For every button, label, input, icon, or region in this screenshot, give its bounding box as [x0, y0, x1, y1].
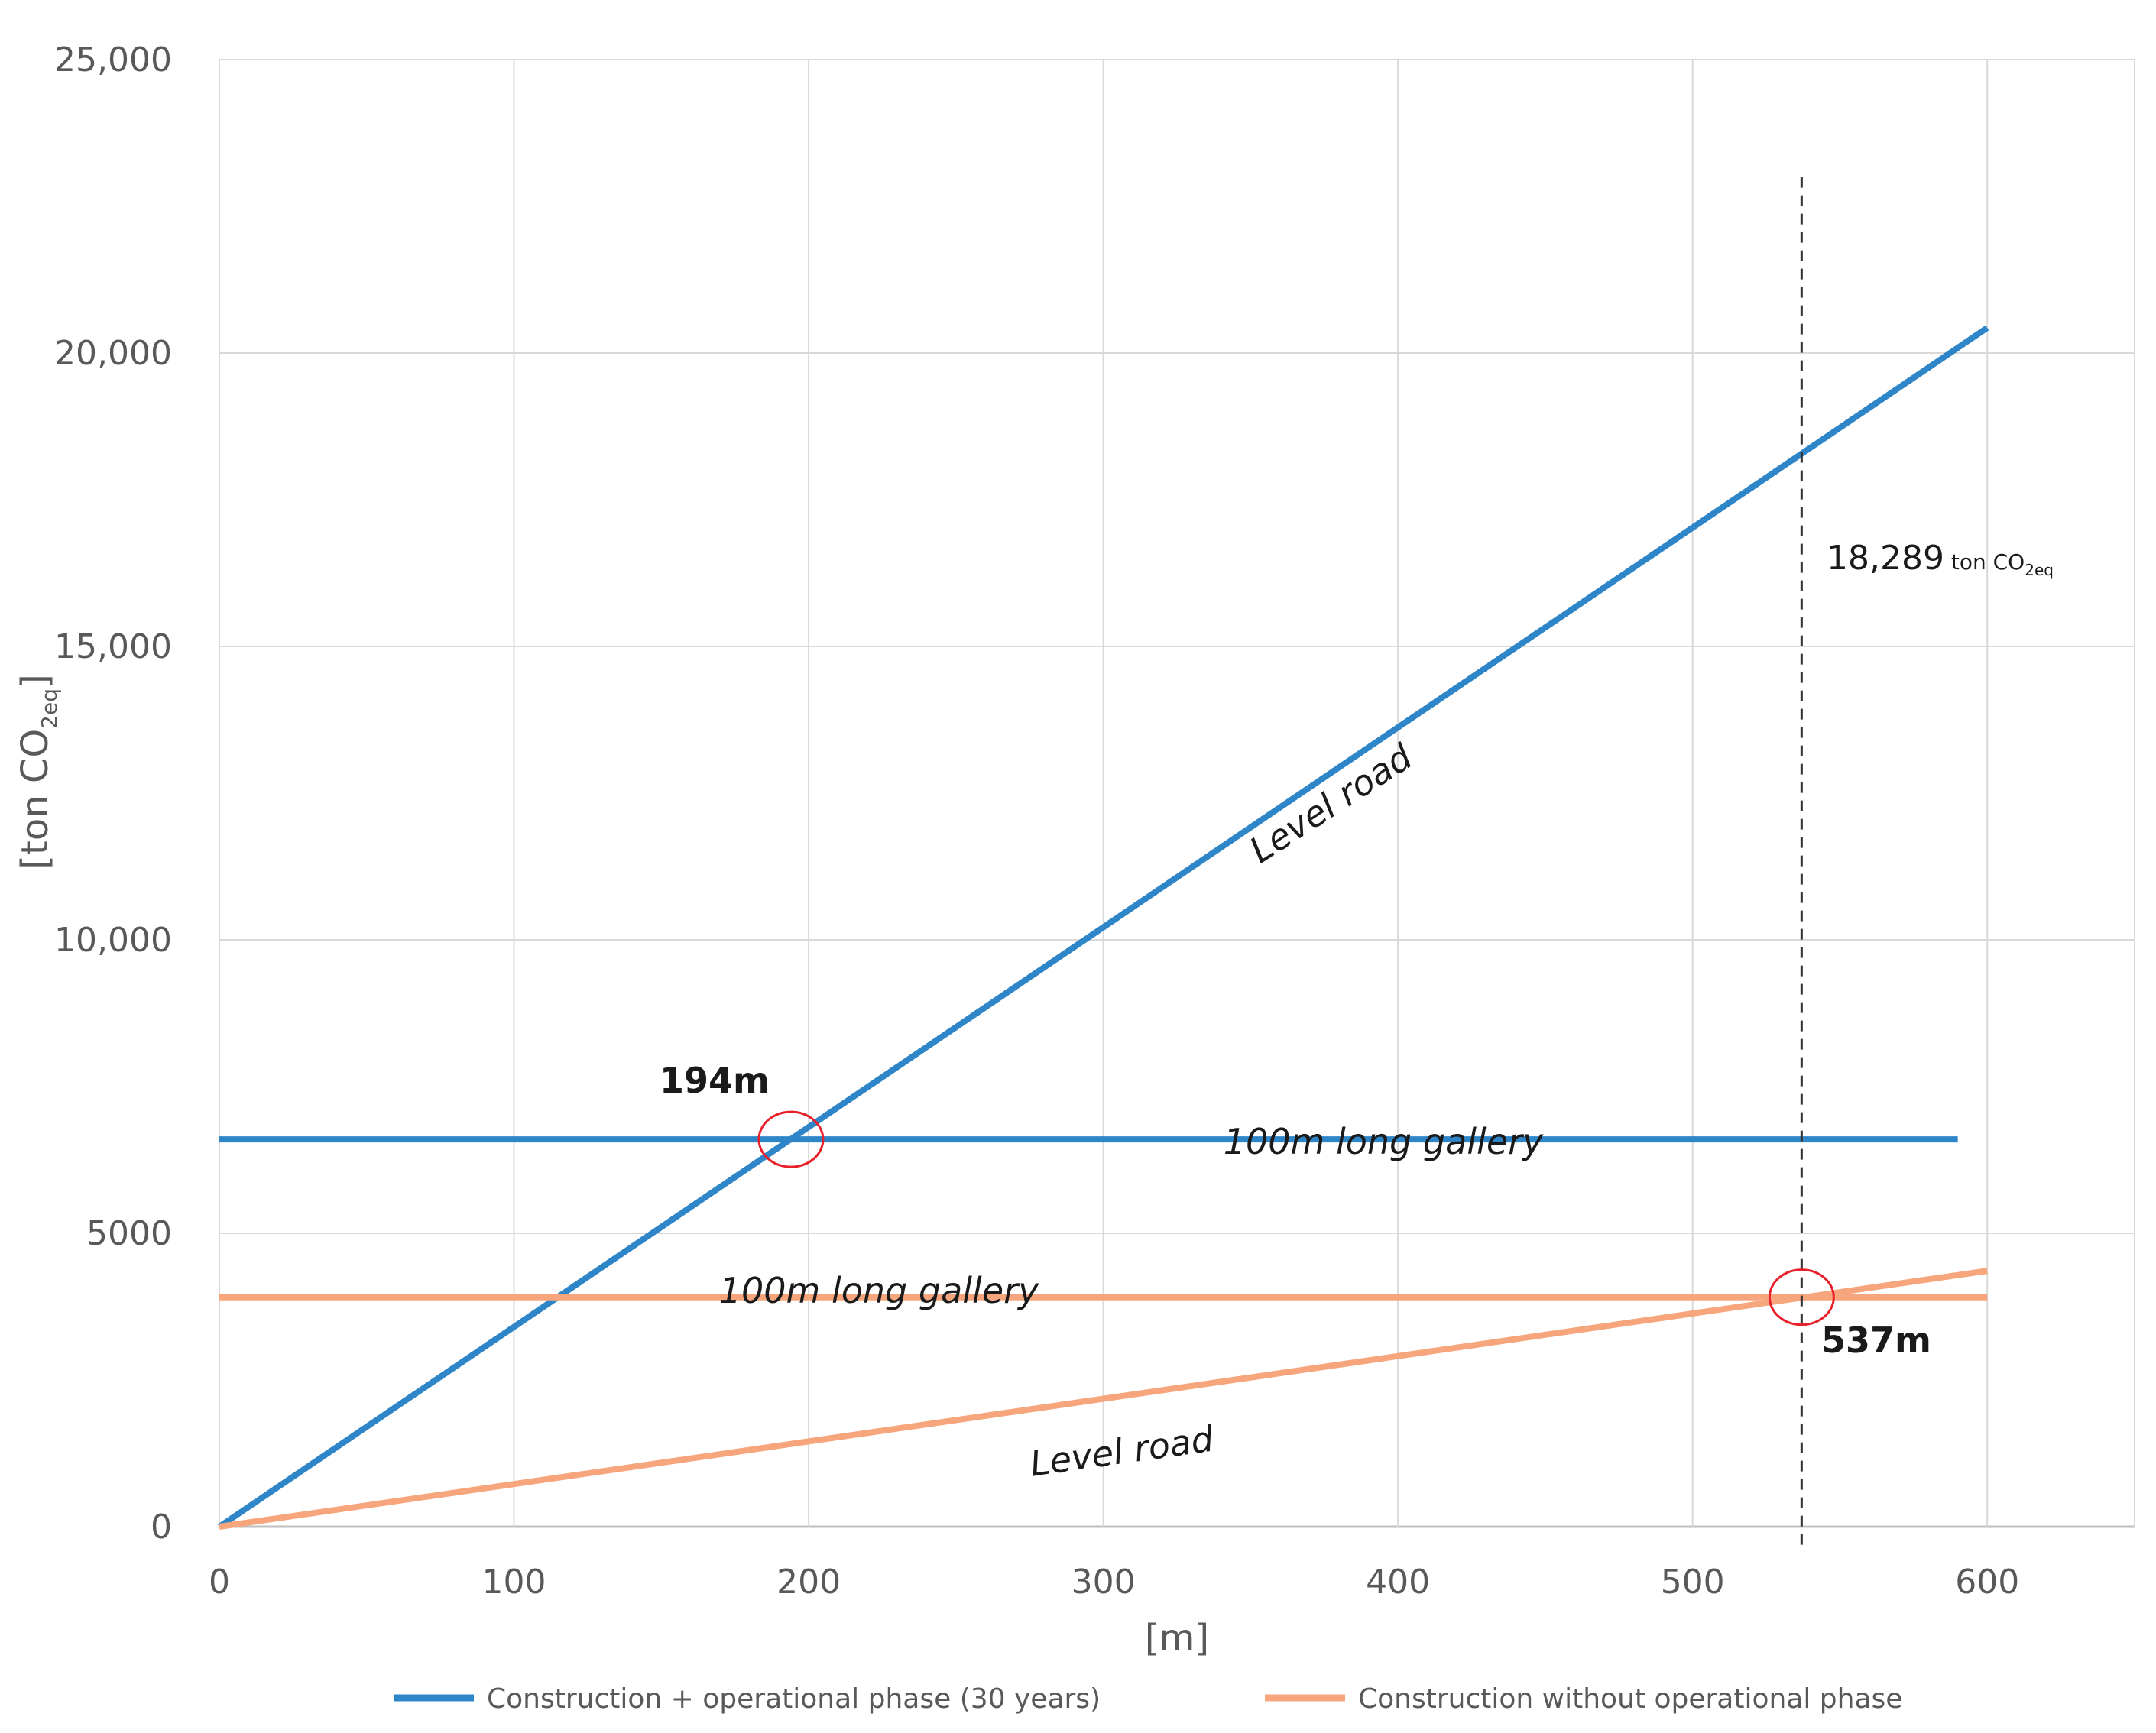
- intersection-537m-label: 537m: [1821, 1320, 1931, 1361]
- series-1-line-0: [219, 1268, 1988, 1530]
- blue-gallery-label: 100m long gallery: [1224, 1121, 1544, 1162]
- series-lines: [217, 325, 1989, 1530]
- series-0-line-0: [217, 325, 1989, 1530]
- intersection-194m-label: 194m: [660, 1060, 770, 1101]
- x-tick-label: 0: [209, 1563, 230, 1602]
- legend-label-blue: Construction + operational phase (30 yea…: [487, 1683, 1101, 1715]
- annotations: [757, 177, 1835, 1550]
- y-tick-label: 10,000: [54, 921, 172, 960]
- y-tick-label: 20,000: [54, 334, 172, 373]
- y-tick-label: 25,000: [54, 40, 172, 79]
- tick-labels: 0 5000 10,000 15,000 20,000 25,000 0 100 200 300 4…: [54, 40, 2019, 1602]
- x-tick-label: 300: [1072, 1563, 1136, 1602]
- intersection-circle-1: [1768, 1268, 1835, 1326]
- x-tick-label: 100: [482, 1563, 546, 1602]
- x-tick-label: 600: [1955, 1563, 2019, 1602]
- y-axis-title: [ton CO2eq]: [14, 674, 62, 869]
- y-tick-label: 0: [151, 1508, 172, 1547]
- x-tick-label: 200: [776, 1563, 841, 1602]
- x-tick-label: 500: [1661, 1563, 1725, 1602]
- y-tick-label: 15,000: [54, 627, 172, 666]
- grid-lines: [219, 59, 2135, 1528]
- value-18289-label: 18,289 ton CO2eq: [1827, 539, 2054, 579]
- legend-label-orange: Construction without operational phase: [1358, 1683, 1902, 1715]
- y-tick-label: 5000: [86, 1214, 172, 1253]
- orange-gallery-label: 100m long gallery: [719, 1270, 1039, 1311]
- orange-level-road-label: Level road: [1028, 1418, 1217, 1485]
- blue-level-road-label: Level road: [1242, 736, 1419, 871]
- intersection-circle-0: [757, 1110, 825, 1168]
- x-tick-label: 400: [1366, 1563, 1430, 1602]
- x-axis-title: [m]: [1145, 1617, 1209, 1660]
- legend: Construction + operational phase (30 yea…: [394, 1683, 1902, 1715]
